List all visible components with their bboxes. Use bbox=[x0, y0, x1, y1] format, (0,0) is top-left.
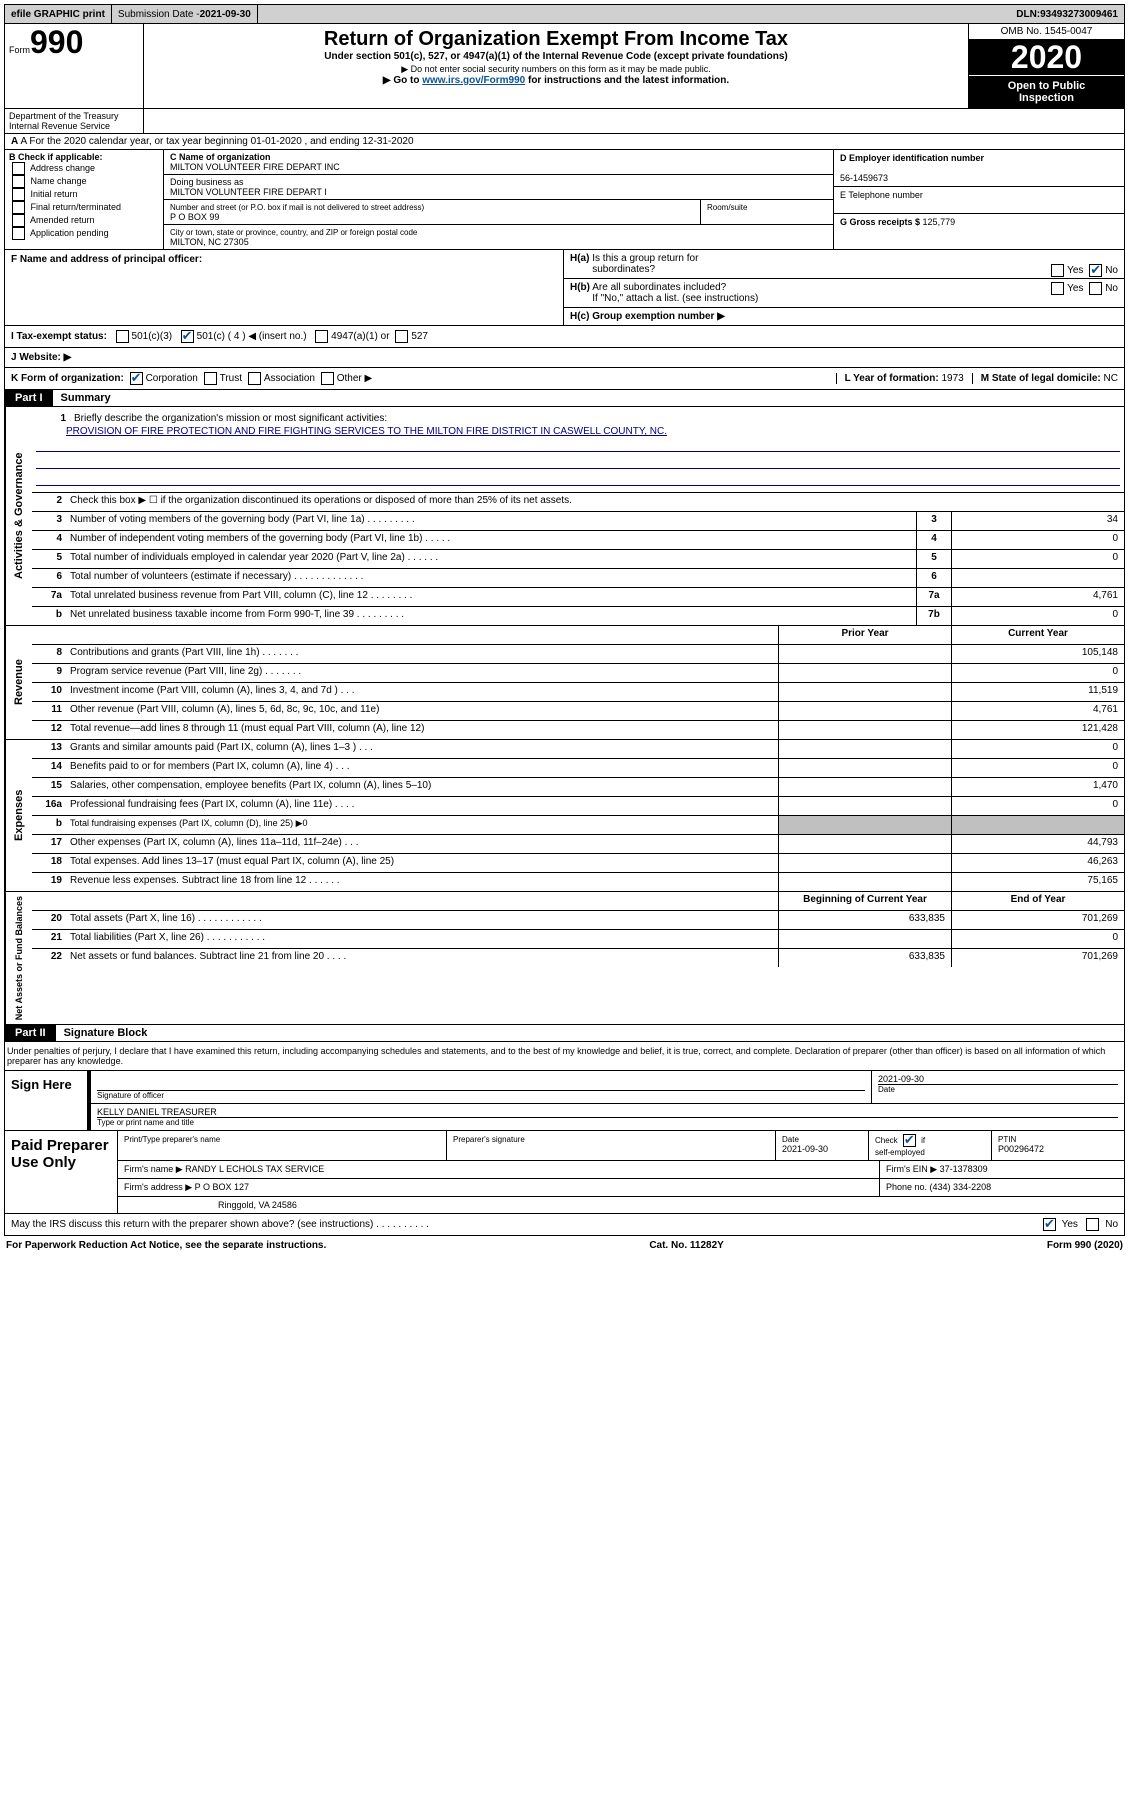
form-header: Form990 Return of Organization Exempt Fr… bbox=[4, 24, 1125, 109]
efile-label: efile GRAPHIC print bbox=[5, 5, 112, 23]
open-to-public: Open to PublicInspection bbox=[969, 75, 1124, 108]
signature-declaration: Under penalties of perjury, I declare th… bbox=[4, 1042, 1125, 1071]
col-b: B Check if applicable: Address change Na… bbox=[5, 150, 164, 249]
phone-box: E Telephone number bbox=[834, 187, 1124, 214]
top-bar: efile GRAPHIC print Submission Date - 20… bbox=[4, 4, 1125, 24]
part-ii-header: Part II Signature Block bbox=[4, 1025, 1125, 1042]
mission-text: PROVISION OF FIRE PROTECTION AND FIRE FI… bbox=[36, 426, 1120, 437]
expenses-section: Expenses 13Grants and similar amounts pa… bbox=[4, 740, 1125, 892]
irs-link[interactable]: www.irs.gov/Form990 bbox=[422, 75, 525, 86]
net-assets-section: Net Assets or Fund Balances Beginning of… bbox=[4, 892, 1125, 1025]
line-j: J Website: ▶ bbox=[4, 348, 1125, 368]
page-footer: For Paperwork Reduction Act Notice, see … bbox=[4, 1236, 1125, 1255]
revenue-section: Revenue Prior YearCurrent Year 8Contribu… bbox=[4, 626, 1125, 740]
dept-row: Department of the TreasuryInternal Reven… bbox=[4, 109, 1125, 134]
submission-date: Submission Date - 2021-09-30 bbox=[112, 5, 258, 23]
paid-preparer-block: Paid Preparer Use Only Print/Type prepar… bbox=[4, 1131, 1125, 1214]
officer-name: KELLY DANIEL TREASURER bbox=[97, 1107, 1118, 1117]
activities-governance: Activities & Governance 1Briefly describ… bbox=[4, 407, 1125, 626]
h-b: H(b) Are all subordinates included? Yes … bbox=[564, 279, 1124, 308]
form-subtitle: Under section 501(c), 527, or 4947(a)(1)… bbox=[148, 51, 964, 62]
gross-receipts: G Gross receipts $ 125,779 bbox=[834, 214, 1124, 230]
line-a: A A For the 2020 calendar year, or tax y… bbox=[4, 134, 1125, 150]
form-goto: ▶ Go to www.irs.gov/Form990 for instruct… bbox=[148, 75, 964, 86]
dln: DLN: 93493273009461 bbox=[1010, 5, 1124, 23]
city-state-zip: MILTON, NC 27305 bbox=[170, 237, 249, 247]
tax-year: 2020 bbox=[969, 40, 1124, 75]
form-note-1: ▶ Do not enter social security numbers o… bbox=[148, 64, 964, 75]
fh-block: F Name and address of principal officer:… bbox=[4, 250, 1125, 326]
street-address: P O BOX 99 bbox=[170, 212, 219, 222]
h-a: H(a) Is this a group return for subordin… bbox=[564, 250, 1124, 279]
firm-name: RANDY L ECHOLS TAX SERVICE bbox=[185, 1164, 324, 1174]
line-i: I Tax-exempt status: 501(c)(3) 501(c) ( … bbox=[4, 326, 1125, 348]
discuss-line: May the IRS discuss this return with the… bbox=[4, 1214, 1125, 1236]
entity-block: B Check if applicable: Address change Na… bbox=[4, 150, 1125, 250]
part-i-header: Part I Summary bbox=[4, 390, 1125, 407]
h-c: H(c) Group exemption number ▶ bbox=[564, 308, 1124, 325]
form-title: Return of Organization Exempt From Incom… bbox=[148, 28, 964, 51]
omb-number: OMB No. 1545-0047 bbox=[969, 24, 1124, 40]
line-klm: K Form of organization: Corporation Trus… bbox=[4, 368, 1125, 390]
sign-here-block: Sign Here Signature of officer 2021-09-3… bbox=[4, 1071, 1125, 1131]
org-name: MILTON VOLUNTEER FIRE DEPART INC bbox=[170, 162, 340, 172]
ein-box: D Employer identification number 56-1459… bbox=[834, 150, 1124, 187]
form-number-box: Form990 bbox=[5, 24, 144, 108]
dba-name: MILTON VOLUNTEER FIRE DEPART I bbox=[170, 187, 327, 197]
